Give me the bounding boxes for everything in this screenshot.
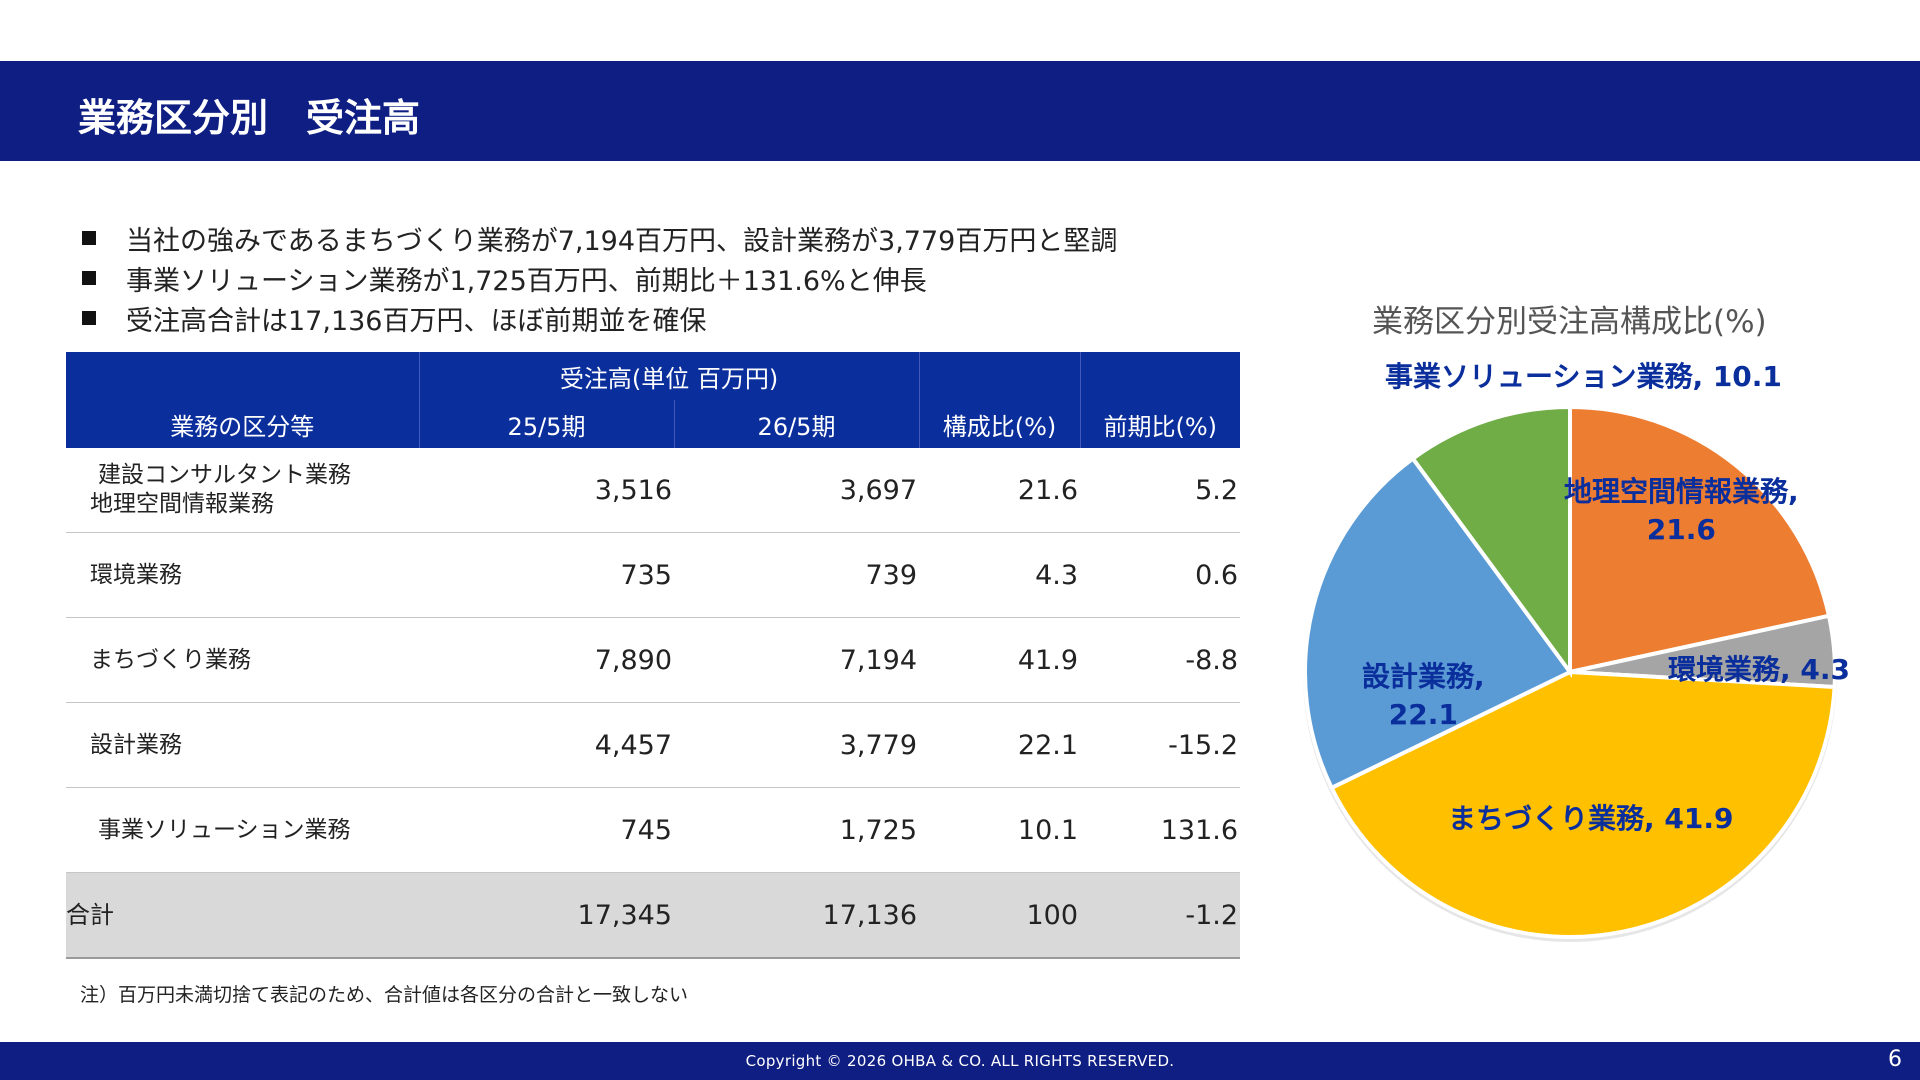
bullet-item: 事業ソリューション業務が1,725百万円、前期比＋131.6%と伸長 (80, 258, 1117, 298)
pie-label-text: 地理空間情報業務, 21.6 (1564, 473, 1799, 549)
bullet-item: 当社の強みであるまちづくり業務が7,194百万円、設計業務が3,779百万円と堅… (80, 218, 1117, 258)
prev-value: 735 (419, 532, 674, 618)
pie-label-design: 設計業務, 22.1 (1362, 658, 1485, 734)
curr-value: 739 (674, 532, 920, 618)
table-row: 設計業務 4,457 3,779 22.1 -15.2 (66, 702, 1241, 788)
curr-value: 7,194 (674, 617, 920, 703)
square-bullet-icon (82, 271, 96, 285)
total-prev-value: 17,345 (419, 872, 674, 959)
curr-value: 1,725 (674, 787, 920, 873)
bullet-text: 受注高合計は17,136百万円、ほぼ前期並を確保 (126, 305, 707, 337)
footer-bar: Copyright © 2026 OHBA & CO. ALL RIGHTS R… (0, 1042, 1920, 1080)
ratio-value: 21.6 (919, 448, 1081, 533)
segment-name: 設計業務 (66, 702, 419, 788)
pie-chart-title: 業務区分別受注高構成比(%) (1372, 304, 1767, 340)
yoy-value: -8.8 (1080, 617, 1241, 703)
pie-slice-0 (1568, 404, 1832, 675)
header-blank (919, 352, 1081, 400)
pie-label-geospatial: 地理空間情報業務, 21.6 (1564, 473, 1799, 549)
total-yoy-value: -1.2 (1080, 872, 1241, 959)
segment-name-line1: 建設コンサルタント業務 (98, 462, 351, 488)
pie-label-line: 設計業務, (1362, 660, 1485, 693)
pie-slice-3 (1303, 455, 1574, 791)
pie-label-line: 22.1 (1388, 698, 1458, 731)
segment-name: 事業ソリューション業務 (66, 787, 419, 873)
pie-slice-2 (1328, 669, 1837, 939)
yoy-value: 131.6 (1080, 787, 1241, 873)
pie-label-line: 地理空間情報業務, (1564, 475, 1799, 508)
pie-label-line: 21.6 (1646, 513, 1716, 546)
yoy-value: 5.2 (1080, 448, 1241, 533)
yoy-value: -15.2 (1080, 702, 1241, 788)
prev-value: 745 (419, 787, 674, 873)
copyright-text: Copyright © 2026 OHBA & CO. ALL RIGHTS R… (745, 1052, 1175, 1070)
ratio-value: 4.3 (919, 532, 1081, 618)
total-label: 合計 (66, 872, 419, 959)
total-ratio-value: 100 (919, 872, 1081, 959)
orders-table: 受注高(単位 百万円) 業務の区分等 25/5期 26/5期 構成比(%) 前期… (66, 352, 1241, 959)
yoy-value: 0.6 (1080, 532, 1241, 618)
header-blank (1080, 352, 1241, 400)
prev-value: 7,890 (419, 617, 674, 703)
header-prev-period: 25/5期 (419, 400, 675, 448)
table-header-row: 業務の区分等 25/5期 26/5期 構成比(%) 前期比(%) (66, 400, 1241, 448)
ratio-value: 22.1 (919, 702, 1081, 788)
pie-label-business-solution: 事業ソリューション業務, 10.1 (1385, 360, 1782, 393)
ratio-value: 41.9 (919, 617, 1081, 703)
ratio-value: 10.1 (919, 787, 1081, 873)
page-number: 6 (1888, 1047, 1902, 1072)
pie-label-machizukuri: まちづくり業務, 41.9 (1448, 802, 1734, 835)
header-ratio: 構成比(%) (919, 400, 1081, 448)
table-row: 建設コンサルタント業務 地理空間情報業務 3,516 3,697 21.6 5.… (66, 448, 1241, 533)
footnote: 注）百万円未満切捨て表記のため、合計値は各区分の合計と一致しない (80, 984, 689, 1006)
segment-name-line2: 地理空間情報業務 (90, 491, 274, 517)
curr-value: 3,697 (674, 448, 920, 533)
table-row: 事業ソリューション業務 745 1,725 10.1 131.6 (66, 787, 1241, 873)
table-total-row: 合計 17,345 17,136 100 -1.2 (66, 872, 1241, 959)
title-bar: 業務区分別 受注高 (0, 61, 1920, 161)
table-row: 環境業務 735 739 4.3 0.6 (66, 532, 1241, 618)
segment-name: 環境業務 (66, 532, 419, 618)
total-curr-value: 17,136 (674, 872, 920, 959)
bullet-item: 受注高合計は17,136百万円、ほぼ前期並を確保 (80, 298, 1117, 338)
header-yoy: 前期比(%) (1080, 400, 1241, 448)
table-header-row: 受注高(単位 百万円) (66, 352, 1241, 400)
bullet-text: 事業ソリューション業務が1,725百万円、前期比＋131.6%と伸長 (126, 265, 927, 297)
bullet-text: 当社の強みであるまちづくり業務が7,194百万円、設計業務が3,779百万円と堅… (126, 225, 1118, 257)
header-curr-period: 26/5期 (674, 400, 920, 448)
header-segment: 業務の区分等 (66, 400, 420, 448)
header-group-orders: 受注高(単位 百万円) (419, 352, 920, 400)
table-row: まちづくり業務 7,890 7,194 41.9 -8.8 (66, 617, 1241, 703)
summary-bullets: 当社の強みであるまちづくり業務が7,194百万円、設計業務が3,779百万円と堅… (80, 218, 1117, 338)
header-blank (66, 352, 420, 400)
page-title: 業務区分別 受注高 (78, 96, 421, 140)
pie-slice-4 (1410, 404, 1572, 679)
square-bullet-icon (82, 231, 96, 245)
segment-name: まちづくり業務 (66, 617, 419, 703)
pie-chart (1303, 404, 1837, 942)
prev-value: 4,457 (419, 702, 674, 788)
segment-name: 建設コンサルタント業務 地理空間情報業務 (66, 448, 419, 533)
prev-value: 3,516 (419, 448, 674, 533)
pie-label-environment: 環境業務, 4.3 (1668, 653, 1850, 686)
square-bullet-icon (82, 311, 96, 325)
curr-value: 3,779 (674, 702, 920, 788)
